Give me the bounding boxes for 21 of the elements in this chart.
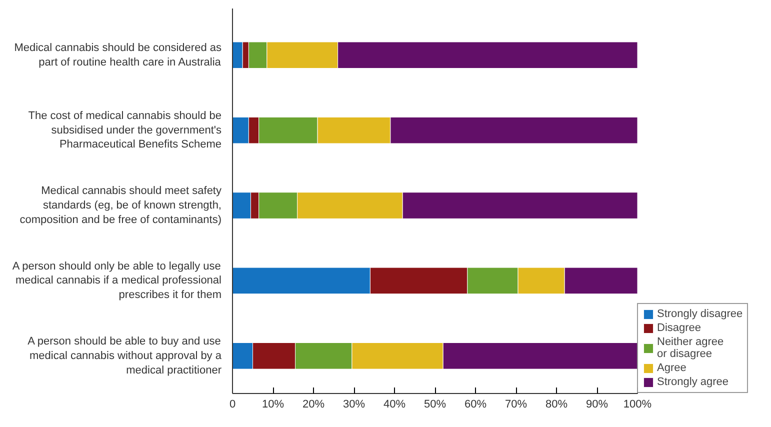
y-tick-label: Medical cannabis should be considered as part of routine health care in Australia (14, 42, 222, 68)
y-tick-label: Medical cannabis should meet safety standards (eg, be of known strength, composition and be free of contaminants) (20, 185, 222, 226)
x-tick-label: 20% (302, 398, 325, 410)
y-tick-label: A person should be able to buy and use medical cannabis without approval by a medical practitioner (28, 336, 222, 376)
x-tick-label: 80% (545, 398, 568, 410)
x-tick-label: 50% (424, 398, 446, 410)
x-tick-label: 0 (229, 398, 236, 410)
x-tick-label: 40% (383, 398, 406, 410)
x-tick-label: 30% (342, 398, 366, 410)
y-tick-label: A person should only be able to legally use medical cannabis if a medical professional prescribes it for them (12, 260, 222, 302)
x-tick-label: 90% (586, 398, 608, 410)
legend-label: Disagree (657, 322, 702, 334)
x-tick-label: 10% (262, 398, 284, 410)
legend-label: Neither agree or disagree (657, 336, 724, 360)
x-tick-label: 70% (504, 398, 528, 410)
y-tick-label: The cost of medical cannabis should be subsidised under the government's Pharmaceutical Benefits Scheme (28, 110, 222, 151)
x-tick-label: 100% (623, 398, 652, 410)
legend-label: Agree (657, 362, 686, 374)
legend-label: Strongly agree (657, 376, 729, 388)
x-tick-label: 60% (464, 398, 487, 410)
legend-label: Strongly disagree (657, 308, 743, 320)
